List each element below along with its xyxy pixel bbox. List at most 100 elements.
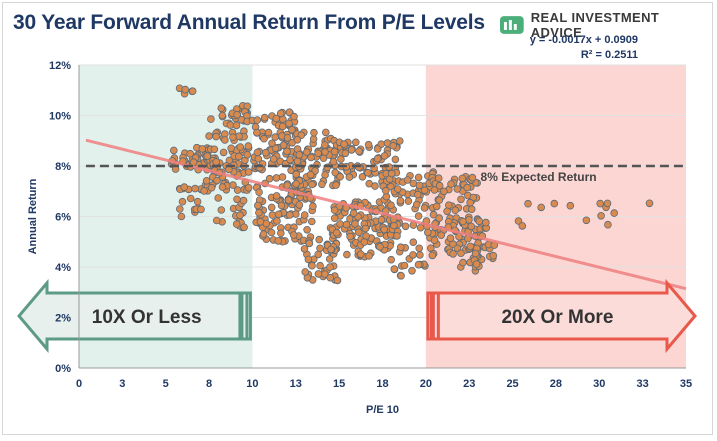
data-point [401, 222, 410, 231]
data-point [233, 186, 242, 194]
data-point [458, 174, 467, 183]
data-point [387, 201, 395, 210]
low-arrow-stripe [245, 293, 249, 339]
data-point [212, 216, 221, 225]
data-point [213, 176, 221, 185]
data-point [300, 211, 309, 219]
data-point [415, 244, 424, 253]
data-point [239, 196, 248, 205]
data-point [315, 235, 324, 244]
data-point [356, 250, 365, 259]
data-point [191, 184, 199, 193]
data-point [243, 151, 252, 159]
data-point [283, 134, 292, 142]
data-point [276, 109, 285, 118]
data-point [447, 180, 455, 188]
data-point [443, 207, 451, 216]
data-point [489, 251, 498, 260]
data-point [351, 138, 360, 147]
data-point [186, 194, 195, 203]
data-point [283, 181, 292, 190]
data-point [395, 137, 404, 145]
data-point [303, 226, 311, 234]
low-arrow-stripe [238, 293, 244, 339]
data-point [435, 181, 444, 190]
data-point [415, 181, 424, 190]
data-point [467, 222, 476, 231]
data-point [327, 245, 335, 254]
data-point [537, 203, 545, 212]
data-point [264, 128, 273, 137]
data-point [188, 87, 197, 95]
data-point [387, 169, 396, 178]
data-point [285, 108, 294, 116]
data-point [214, 194, 223, 202]
data-point [276, 229, 285, 238]
data-point [332, 181, 340, 189]
data-point [273, 217, 281, 225]
data-point [255, 208, 263, 217]
data-point [236, 211, 244, 220]
data-point [467, 205, 476, 214]
high-arrow-stripe [429, 293, 435, 339]
data-point [254, 155, 263, 163]
data-point [265, 174, 274, 183]
chart-title: 30 Year Forward Annual Return From P/E L… [13, 11, 485, 34]
regression-equation-box: y = -0.0017x + 0.0909 R² = 0.2511 [530, 33, 638, 63]
data-point [449, 250, 457, 258]
data-point [309, 135, 318, 143]
data-point [244, 184, 253, 192]
data-point [414, 173, 423, 182]
data-point [514, 217, 523, 225]
axes: 0%2%4%6%8%10%12%0 3 5 8 10 13 15 18 20 23 25 28 30 33… [49, 60, 692, 390]
data-point [244, 168, 253, 176]
data-point [391, 155, 400, 164]
data-point [373, 145, 382, 153]
data-point [437, 231, 446, 240]
data-point [202, 177, 211, 185]
y-tick-label: 6% [55, 212, 71, 224]
data-point [284, 196, 293, 204]
data-point [314, 270, 323, 278]
data-point [260, 134, 268, 143]
data-point [290, 112, 298, 121]
data-point [377, 216, 386, 224]
data-point [207, 115, 215, 123]
x-tick-label: 30 [593, 378, 605, 390]
overlay-lines [85, 138, 687, 291]
data-point [207, 183, 216, 192]
low-zone-arrow [17, 278, 252, 354]
data-point [420, 186, 429, 195]
data-point [332, 228, 341, 237]
data-point [457, 195, 465, 204]
x-tick-label: 15 [333, 378, 345, 390]
y-tick-label: 2% [55, 313, 71, 325]
data-point [210, 145, 219, 154]
chart-badge-icon [500, 16, 524, 34]
data-point [432, 202, 441, 211]
data-point [268, 139, 276, 148]
data-point [582, 216, 591, 225]
data-point [336, 172, 345, 181]
data-point [235, 152, 243, 161]
y-tick-label: 8% [55, 161, 71, 173]
data-point [423, 228, 432, 237]
x-tick-label: 28 [550, 378, 562, 390]
data-point [254, 201, 262, 210]
data-point [463, 183, 472, 192]
scatter-chart: 0%2%4%6%8%10%12%0 3 5 8 10 13 15 18 20 23 25 28 30 33… [17, 60, 697, 416]
data-point [604, 220, 612, 229]
data-point [435, 196, 444, 204]
data-point [260, 113, 269, 122]
data-point [307, 217, 316, 226]
y-tick-label: 10% [49, 111, 71, 123]
data-point [451, 206, 460, 215]
data-point [330, 206, 339, 215]
data-point [330, 147, 339, 156]
data-point [217, 104, 226, 112]
data-point [301, 268, 310, 276]
data-point [459, 217, 467, 226]
data-point [203, 152, 212, 160]
data-point [314, 149, 322, 158]
data-point [292, 170, 301, 179]
